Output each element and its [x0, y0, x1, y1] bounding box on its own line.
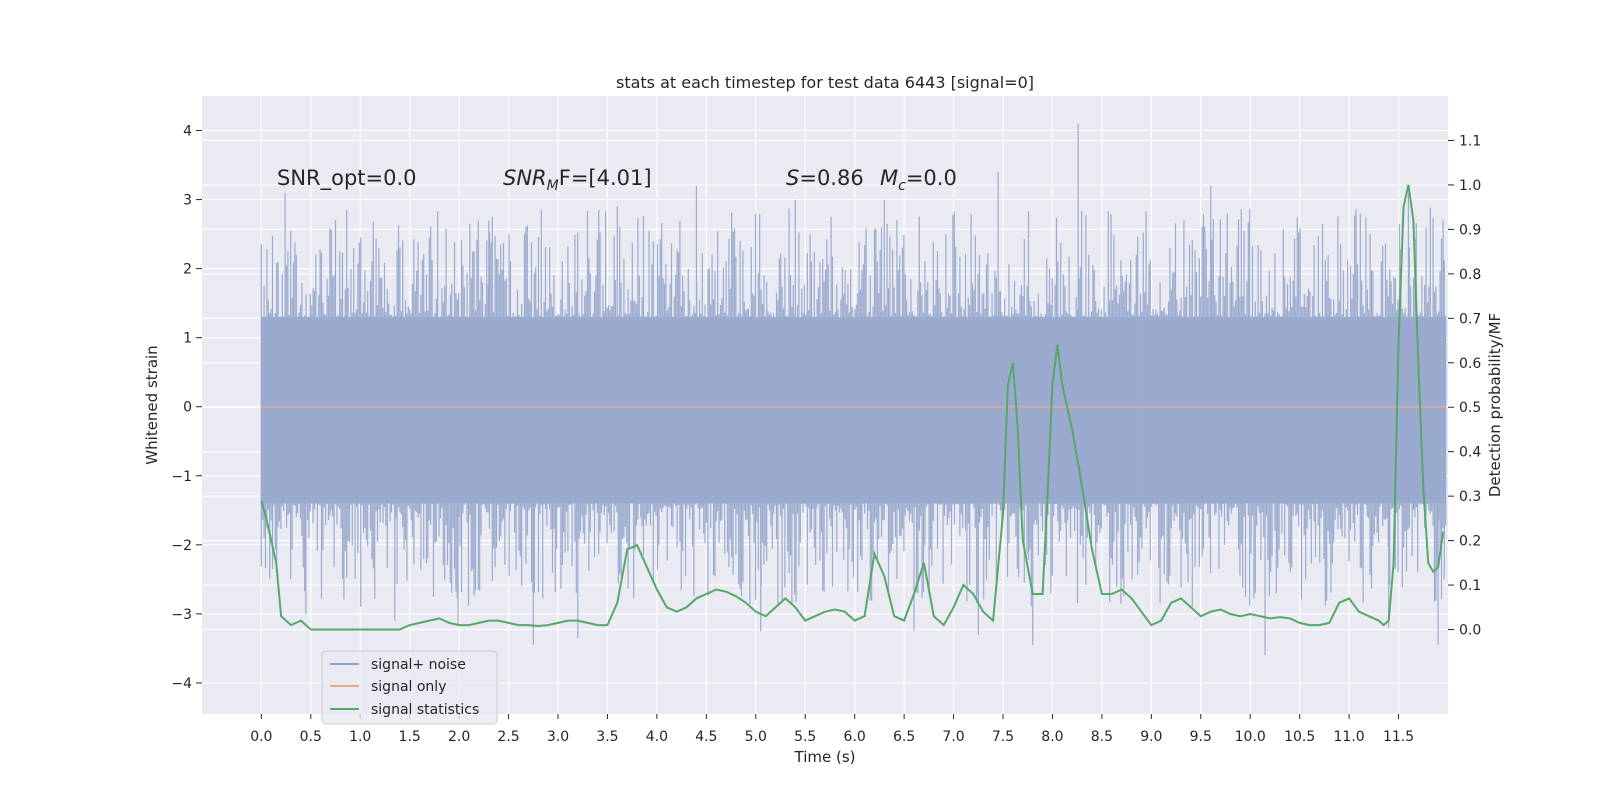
y-left-tick-label: 0 — [183, 400, 192, 416]
x-tick-label: 0.5 — [300, 729, 322, 745]
legend-box — [321, 650, 498, 725]
y-left-tick-label: −2 — [171, 538, 192, 554]
y-right-ticks: 1.1 1.0 0.9 0.8 0.7 0.6 0.5 0.4 0.3 0.2 0.1 0.0 — [1448, 133, 1481, 639]
series-signal-noise-spikes — [260, 123, 1447, 656]
x-tick-label: 8.0 — [1041, 729, 1063, 745]
mc-var: M — [880, 166, 898, 190]
legend-label-signal-statistics: signal statistics — [371, 702, 479, 718]
annotation-mc: Mc=0.0 — [880, 166, 957, 194]
y-left-tick-label: 1 — [183, 331, 192, 347]
x-tick-label: 11.5 — [1383, 729, 1414, 745]
s-var: S — [786, 166, 799, 190]
y-right-tick-label: 0.0 — [1459, 623, 1481, 639]
x-tick-label: 6.0 — [844, 729, 866, 745]
y-right-axis-label: Detection probability/MF — [1486, 313, 1504, 497]
x-tick-label: 2.0 — [448, 729, 470, 745]
mc-sub: c — [898, 178, 906, 194]
y-right-tick-label: 0.3 — [1459, 489, 1481, 505]
s-value: =0.86 — [799, 166, 863, 190]
x-axis-label: Time (s) — [794, 748, 856, 766]
x-tick-label: 0.0 — [250, 729, 272, 745]
annotation-snr-mf: SNRMF=[4.01] — [503, 166, 652, 194]
x-tick-label: 6.5 — [893, 729, 915, 745]
y-left-axis-label: Whitened strain — [143, 345, 161, 464]
x-tick-label: 7.0 — [942, 729, 964, 745]
x-tick-label: 11.0 — [1334, 729, 1365, 745]
y-right-tick-label: 0.1 — [1459, 578, 1481, 594]
x-tick-label: 3.0 — [547, 729, 569, 745]
x-tick-label: 1.5 — [399, 729, 421, 745]
x-tick-label: 8.5 — [1091, 729, 1113, 745]
y-left-tick-label: −4 — [171, 676, 192, 692]
snr-mf-suffix: F=[4.01] — [559, 166, 652, 190]
y-right-tick-label: 0.6 — [1459, 356, 1481, 372]
y-right-tick-label: 1.0 — [1459, 178, 1481, 194]
y-right-tick-label: 0.9 — [1459, 222, 1481, 238]
y-right-tick-label: 0.2 — [1459, 534, 1481, 550]
x-tick-label: 9.0 — [1140, 729, 1162, 745]
y-left-tick-label: 2 — [183, 262, 192, 278]
y-right-tick-label: 0.4 — [1459, 445, 1481, 461]
y-right-tick-label: 0.8 — [1459, 267, 1481, 283]
x-tick-label: 7.5 — [992, 729, 1014, 745]
x-tick-label: 4.5 — [695, 729, 717, 745]
snr-mf-prefix: SNR — [503, 166, 547, 190]
x-tick-label: 5.5 — [794, 729, 816, 745]
y-right-tick-label: 1.1 — [1459, 133, 1481, 149]
snr-mf-sub: M — [547, 178, 559, 194]
x-tick-label: 10.5 — [1284, 729, 1315, 745]
y-right-tick-label: 0.5 — [1459, 400, 1481, 416]
annotation-snr-opt: SNR_opt=0.0 — [277, 166, 417, 191]
x-tick-label: 4.0 — [646, 729, 668, 745]
legend: signal+ noise signal only signal statist… — [321, 650, 498, 725]
mc-value: =0.0 — [906, 166, 957, 190]
x-tick-label: 2.5 — [497, 729, 519, 745]
x-tick-label: 5.0 — [745, 729, 767, 745]
legend-label-signal-noise: signal+ noise — [371, 657, 466, 673]
y-right-tick-label: 0.7 — [1459, 311, 1481, 327]
series-signal-statistics — [260, 184, 1445, 631]
x-tick-label: 3.5 — [596, 729, 618, 745]
chart-title: stats at each timestep for test data 644… — [616, 73, 1034, 92]
legend-label-signal-only: signal only — [371, 679, 446, 695]
x-tick-label: 1.0 — [349, 729, 371, 745]
y-left-tick-label: −1 — [171, 469, 192, 485]
y-left-tick-label: −3 — [171, 607, 192, 623]
y-left-ticks: 4 3 2 1 0 −1 −2 −3 −4 — [171, 124, 202, 692]
x-tick-label: 9.5 — [1190, 729, 1212, 745]
y-left-tick-label: 3 — [183, 193, 192, 209]
x-ticks: 0.0 0.5 1.0 1.5 2.0 2.5 3.0 3.5 4.0 4.5 5.0 5.5 6.0 6… — [250, 714, 1414, 745]
y-left-tick-label: 4 — [183, 124, 192, 140]
x-tick-label: 10.0 — [1235, 729, 1266, 745]
annotation-s: S=0.86 — [786, 166, 864, 190]
